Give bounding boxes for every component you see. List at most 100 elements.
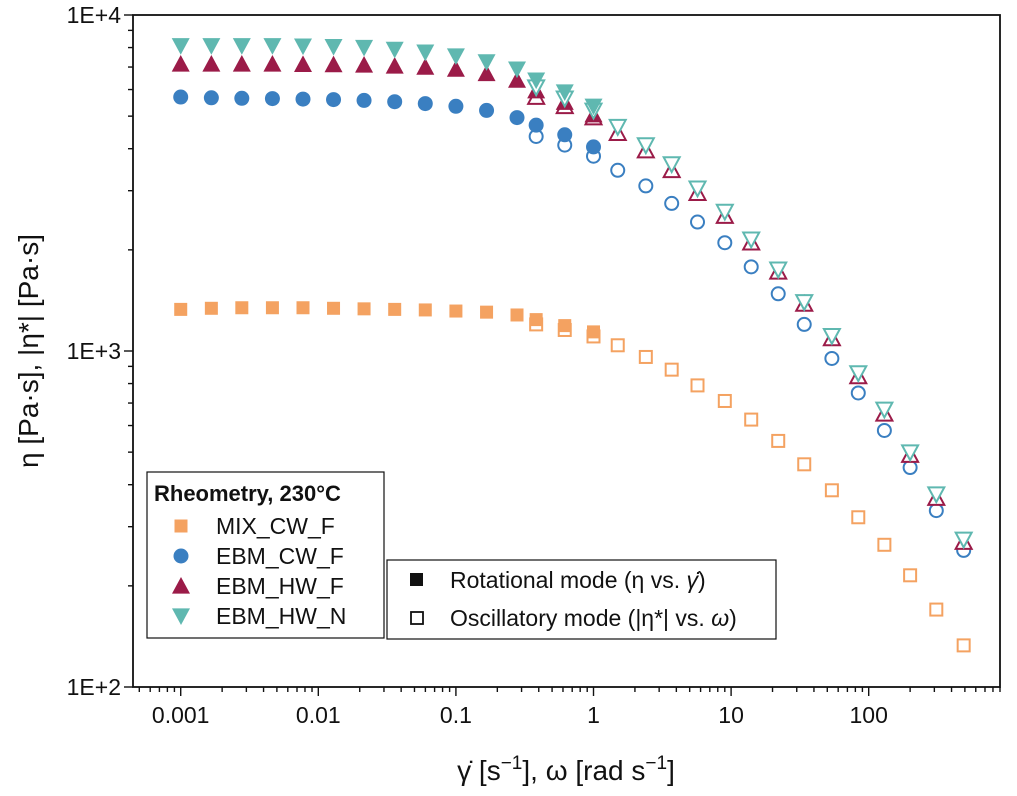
rotational-point bbox=[385, 41, 404, 59]
rotational-point bbox=[264, 91, 280, 107]
x-tick-label: 0.001 bbox=[152, 702, 210, 728]
rotational-point bbox=[446, 48, 465, 66]
rotational-point bbox=[355, 39, 374, 57]
x-tick-label: 0.01 bbox=[296, 702, 341, 728]
oscillatory-point bbox=[926, 486, 946, 505]
rotational-point bbox=[263, 38, 282, 55]
rotational-point bbox=[416, 44, 435, 62]
oscillatory-point bbox=[929, 602, 944, 617]
legend-label-ebm-hw-f: EBM_HW_F bbox=[216, 573, 344, 599]
rotational-point bbox=[232, 54, 251, 72]
rotational-point bbox=[508, 61, 527, 79]
series-legend-title: Rheometry, 230°C bbox=[154, 481, 341, 506]
rotational-point bbox=[388, 302, 402, 316]
legend-label-mix-cw-f: MIX_CW_F bbox=[216, 513, 335, 539]
oscillatory-point bbox=[953, 531, 974, 550]
series-ebm-hw-n bbox=[171, 38, 974, 550]
rotational-point bbox=[446, 60, 465, 77]
oscillatory-point bbox=[796, 316, 812, 332]
rotational-point bbox=[324, 39, 343, 56]
oscillatory-point bbox=[797, 457, 812, 472]
oscillatory-point bbox=[717, 235, 733, 251]
rotational-point bbox=[203, 90, 219, 106]
rotational-point bbox=[477, 54, 496, 71]
series-legend: Rheometry, 230°C MIX_CW_F EBM_CW_F EBM_H… bbox=[146, 471, 385, 639]
oscillatory-point bbox=[794, 294, 814, 313]
x-tick-label: 0.1 bbox=[440, 702, 472, 728]
data-marks bbox=[171, 38, 974, 653]
rotational-point bbox=[171, 54, 190, 72]
oscillatory-point bbox=[636, 137, 656, 156]
legend-label-ebm-cw-f: EBM_CW_F bbox=[216, 543, 344, 569]
legend-swatch-ebm-hw-n bbox=[172, 608, 190, 625]
oscillatory-point bbox=[610, 162, 626, 178]
mode-legend-box bbox=[386, 559, 777, 640]
oscillatory-point bbox=[717, 393, 732, 408]
oscillatory-point bbox=[610, 338, 625, 353]
oscillatory-point bbox=[848, 365, 868, 384]
axis-ticks: 0.001 0.01 0.1 1 10 100 1E+2 1E+3 1E+4 bbox=[67, 2, 1001, 728]
rotational-point bbox=[528, 117, 544, 133]
oscillatory-point bbox=[876, 422, 892, 438]
rotational-mode-swatch bbox=[410, 573, 423, 586]
oscillatory-point bbox=[874, 401, 895, 420]
oscillatory-point bbox=[928, 503, 944, 519]
oscillatory-point bbox=[608, 118, 628, 137]
rotational-point bbox=[509, 110, 525, 126]
oscillatory-point bbox=[902, 460, 918, 476]
rotational-point bbox=[174, 302, 188, 316]
rotational-point bbox=[204, 301, 218, 315]
rotational-point bbox=[418, 303, 432, 317]
y-tick-label: 1E+4 bbox=[67, 2, 122, 28]
oscillatory-point bbox=[850, 385, 866, 401]
oscillatory-mode-swatch bbox=[410, 611, 424, 625]
rotational-point bbox=[357, 302, 371, 316]
series-mix-cw-f bbox=[174, 301, 971, 653]
oscillatory-mode-label: Oscillatory mode (|η*| vs. ω) bbox=[450, 605, 737, 631]
rotational-point bbox=[385, 57, 404, 74]
oscillatory-point bbox=[662, 156, 682, 175]
rotational-point bbox=[479, 102, 495, 118]
rotational-point bbox=[449, 304, 463, 318]
oscillatory-point bbox=[768, 261, 788, 280]
rotational-point bbox=[586, 139, 602, 155]
oscillatory-point bbox=[715, 203, 735, 222]
rotational-point bbox=[527, 72, 546, 90]
rotational-point bbox=[324, 55, 343, 73]
rotational-point bbox=[529, 313, 543, 327]
legend-swatch-ebm-cw-f bbox=[173, 548, 189, 564]
legend-swatches bbox=[172, 519, 190, 625]
oscillatory-point bbox=[770, 286, 786, 302]
oscillatory-point bbox=[851, 510, 866, 525]
rotational-point bbox=[232, 38, 251, 55]
oscillatory-point bbox=[638, 178, 654, 194]
rotational-point bbox=[448, 98, 464, 114]
oscillatory-point bbox=[687, 180, 708, 199]
oscillatory-point bbox=[900, 444, 920, 463]
rotational-point bbox=[584, 98, 603, 116]
rotational-point bbox=[480, 305, 494, 319]
x-tick-label: 1 bbox=[587, 702, 600, 728]
rotational-point bbox=[294, 55, 313, 73]
rotational-point bbox=[235, 301, 249, 315]
rotational-point bbox=[171, 38, 190, 55]
rotational-point bbox=[265, 301, 279, 315]
rotational-point bbox=[295, 91, 311, 107]
rotational-point bbox=[355, 55, 374, 73]
x-axis-label: γ̇ [s−1], ω [rad s−1] bbox=[457, 753, 675, 786]
oscillatory-point bbox=[638, 349, 653, 364]
rotational-point bbox=[356, 92, 372, 108]
x-tick-label: 100 bbox=[850, 702, 888, 728]
x-tick-label: 10 bbox=[718, 702, 744, 728]
oscillatory-point bbox=[743, 259, 759, 275]
rotational-point bbox=[202, 54, 221, 72]
rotational-point bbox=[326, 92, 342, 108]
rotational-point bbox=[173, 89, 189, 105]
legend-swatch-mix-cw-f bbox=[174, 519, 188, 533]
rotational-point bbox=[416, 58, 435, 75]
oscillatory-point bbox=[824, 483, 839, 498]
rotational-point bbox=[294, 38, 313, 56]
y-tick-label: 1E+3 bbox=[67, 338, 121, 364]
oscillatory-point bbox=[822, 327, 842, 346]
rotational-point bbox=[234, 90, 250, 106]
